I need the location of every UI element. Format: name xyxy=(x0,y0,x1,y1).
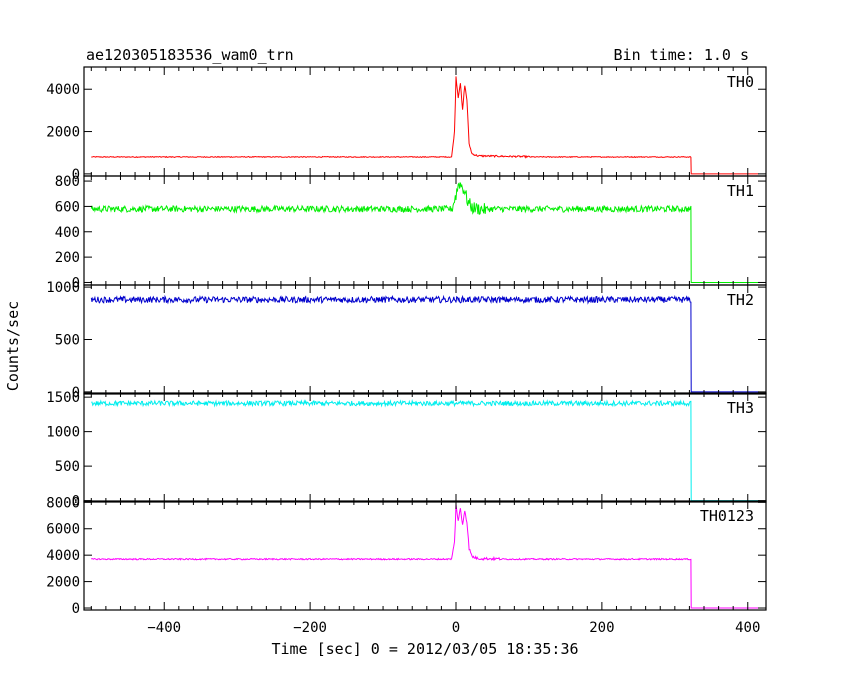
y-tick-label: 0 xyxy=(72,494,80,510)
y-tick-label: 800 xyxy=(55,174,80,190)
panel-label: TH2 xyxy=(727,291,754,309)
y-tick-label: 1000 xyxy=(46,280,80,296)
y-axis-label: Counts/sec xyxy=(4,301,22,391)
y-tick-label: 200 xyxy=(55,250,80,266)
panel-label: TH1 xyxy=(727,182,754,200)
y-tick-label: 0 xyxy=(72,275,80,291)
y-tick-label: 0 xyxy=(72,601,80,617)
y-tick-label: 6000 xyxy=(46,522,80,538)
y-tick-label: 500 xyxy=(55,333,80,349)
panel-th1: TH1 0 200 400 600 800 xyxy=(55,174,767,291)
y-tick-label: 4000 xyxy=(46,548,80,564)
bin-time-label: Bin time: 1.0 s xyxy=(614,46,749,64)
y-tick-label: 2000 xyxy=(46,575,80,591)
y-tick-label: 500 xyxy=(55,459,80,475)
series-line-th0 xyxy=(91,76,759,175)
y-tick-label: 2000 xyxy=(46,125,80,141)
chart-title: ae120305183536_wam0_trn xyxy=(86,46,294,64)
panels-group: TH0020004000TH10200400600800TH205001000T… xyxy=(46,66,767,636)
series-line-th1 xyxy=(90,182,759,283)
panel-frame xyxy=(83,392,767,503)
x-tick-label: 0 xyxy=(452,620,460,636)
series-line-th3 xyxy=(91,399,759,502)
panel-label: TH0 xyxy=(727,73,754,91)
y-tick-label: 1500 xyxy=(46,390,80,406)
x-tick-label: −200 xyxy=(293,620,327,636)
y-tick-label: 1000 xyxy=(46,425,80,441)
panel-th3: TH3 0 500 1000 1500 xyxy=(46,390,767,510)
y-tick-label: 600 xyxy=(55,199,80,215)
panel-frame xyxy=(83,175,767,286)
series-line-th2 xyxy=(90,294,759,393)
y-tick-label: 400 xyxy=(55,225,80,241)
panel-frame xyxy=(83,500,767,611)
panel-th0: TH0 0 2000 4000 xyxy=(46,66,767,183)
panel-th2: TH2 0 500 1000 xyxy=(46,280,767,401)
y-tick-label: 8000 xyxy=(46,495,80,511)
panel-label: TH3 xyxy=(727,399,754,417)
x-tick-label: 400 xyxy=(735,620,760,636)
panel-frame xyxy=(83,66,767,177)
panel-label: TH0123 xyxy=(700,507,754,525)
y-tick-label: 4000 xyxy=(46,82,80,98)
x-tick-label: −400 xyxy=(147,620,181,636)
series-line-th0123 xyxy=(90,504,759,609)
y-tick-label: 0 xyxy=(72,385,80,401)
x-axis-label: Time [sec] 0 = 2012/03/05 18:35:36 xyxy=(271,640,578,658)
y-tick-label: 0 xyxy=(72,167,80,183)
panel-th0123: TH0123 0 2000 4000 6000 8000 xyxy=(46,495,767,617)
x-tick-label: 200 xyxy=(589,620,614,636)
